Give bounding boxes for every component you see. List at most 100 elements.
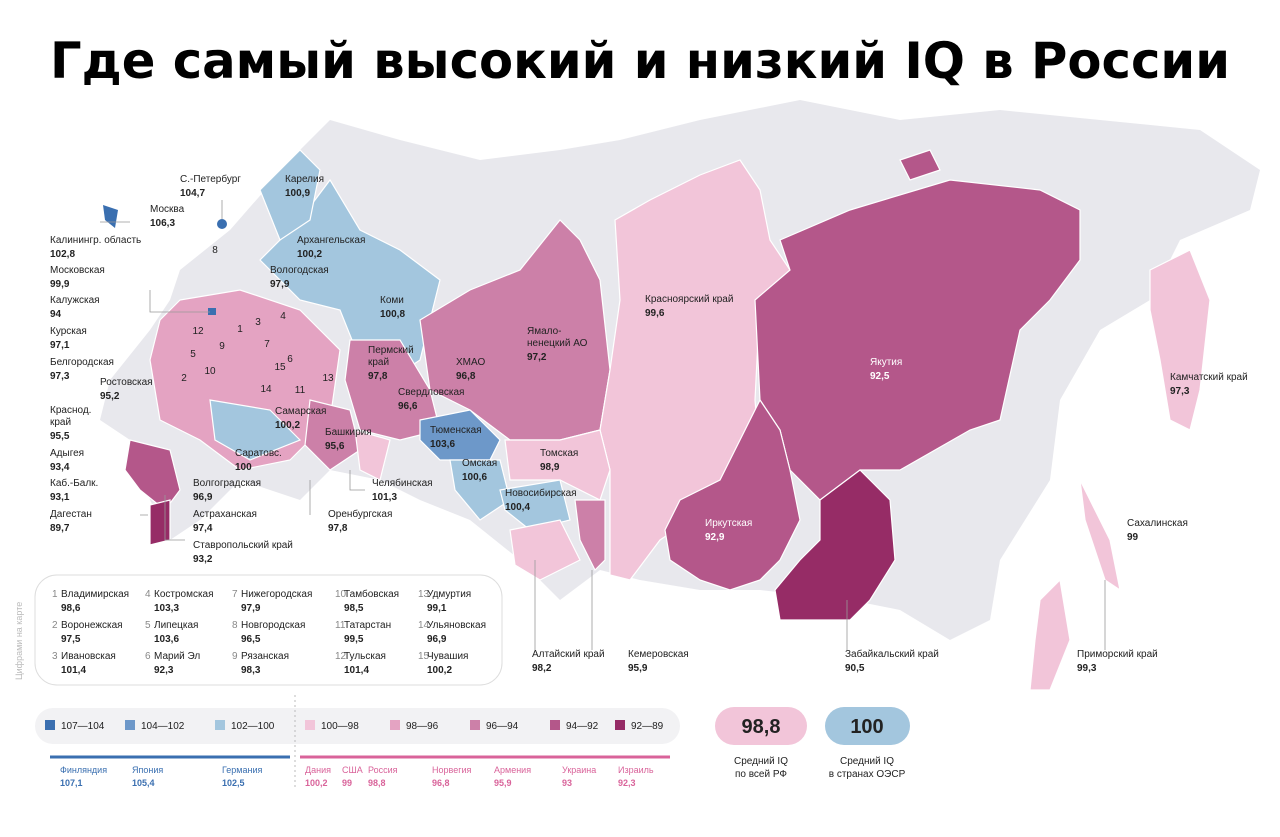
map-number: 2: [181, 373, 187, 384]
map: [100, 100, 1260, 691]
legend-label: 92—89: [631, 721, 664, 732]
item-value: 98,6: [61, 603, 81, 614]
legend-swatch: [470, 720, 480, 730]
item-value: 103,3: [154, 603, 179, 614]
map-number: 8: [212, 245, 218, 256]
legend-label: 96—94: [486, 721, 519, 732]
country-name: Украина: [562, 765, 596, 775]
item-name: Владимирская: [61, 589, 129, 600]
region-value: 97,2: [527, 352, 547, 363]
region-name: край: [368, 357, 389, 368]
region-name: Омская: [462, 458, 497, 469]
map-number: 9: [219, 341, 225, 352]
country-value: 96,8: [432, 778, 450, 788]
country-value: 100,2: [305, 778, 328, 788]
region-name: Коми: [380, 295, 404, 306]
region-name: Тюменская: [430, 425, 482, 436]
country-name: Дания: [305, 765, 331, 775]
item-name: Чувашия: [427, 651, 468, 662]
region-value: 93,2: [193, 554, 213, 565]
region-name: Вологодская: [270, 265, 329, 276]
region-value: 100,6: [462, 472, 487, 483]
legend-swatch: [45, 720, 55, 730]
region-name: Приморский край: [1077, 649, 1158, 660]
legend-label: 107—104: [61, 721, 105, 732]
map-number: 4: [280, 311, 286, 322]
item-num: 10: [335, 589, 347, 600]
region-name: Самарская: [275, 406, 326, 417]
region-name: Калинингр. область: [50, 234, 141, 246]
legend-bar: [35, 708, 680, 744]
country-value: 92,3: [618, 778, 636, 788]
region-value: 100: [235, 462, 252, 473]
numbered-box: [34, 574, 503, 686]
region-value: 95,5: [50, 431, 70, 442]
item-value: 103,6: [154, 634, 179, 645]
region-name: Сахалинская: [1127, 518, 1188, 529]
country-value: 107,1: [60, 778, 83, 788]
item-num: 14: [418, 620, 430, 631]
legend-label: 102—100: [231, 721, 275, 732]
map-number: 12: [192, 326, 204, 337]
region-value: 99,9: [50, 279, 70, 290]
map-number: 5: [190, 349, 196, 360]
numbered-note: Цифрами на карте: [14, 602, 24, 680]
region-name: Алтайский край: [532, 649, 605, 660]
country-value: 95,9: [494, 778, 512, 788]
region-value: 93,1: [50, 492, 70, 503]
region-value: 96,8: [456, 371, 476, 382]
item-name: Тульская: [344, 651, 386, 662]
region-value: 100,2: [297, 249, 322, 260]
region-name: Астраханская: [193, 509, 257, 520]
country-name: США: [342, 765, 363, 775]
region-value: 99: [1127, 532, 1139, 543]
region-name: Московская: [50, 265, 105, 276]
region-name: Адыгея: [50, 448, 84, 459]
region-value: 96,6: [398, 401, 418, 412]
item-num: 7: [232, 589, 238, 600]
region-name: Свердловская: [398, 387, 464, 398]
region-name: Камчатский край: [1170, 372, 1248, 383]
item-value: 96,5: [241, 634, 261, 645]
region-name: Томская: [540, 448, 578, 459]
region-name: С.-Петербург: [180, 173, 241, 185]
region-value: 97,8: [328, 523, 348, 534]
legend-swatch: [305, 720, 315, 730]
summary-label: Средний IQ: [734, 756, 788, 767]
region-value: 98,9: [540, 462, 560, 473]
region-name: Дагестан: [50, 509, 92, 520]
item-name: Рязанская: [241, 651, 289, 662]
region-name: Кемеровская: [628, 649, 689, 660]
region-name: Карелия: [285, 174, 324, 185]
region-name: Калужская: [50, 295, 100, 306]
map-number: 3: [255, 317, 261, 328]
item-num: 12: [335, 651, 347, 662]
item-num: 5: [145, 620, 151, 631]
map-number: 7: [264, 339, 270, 350]
item-num: 13: [418, 589, 430, 600]
item-num: 2: [52, 620, 58, 631]
region-name: Иркутская: [705, 518, 752, 529]
item-value: 97,9: [241, 603, 261, 614]
region-name: Красноярский край: [645, 294, 733, 305]
country-name: Россия: [368, 765, 398, 775]
legend-swatch: [125, 720, 135, 730]
region-name: Краснод.: [50, 405, 91, 416]
region-value: 97,9: [270, 279, 290, 290]
summary-label: в странах ОЭСР: [829, 769, 906, 780]
item-name: Костромская: [154, 589, 214, 600]
region-value: 99,3: [1077, 663, 1097, 674]
item-value: 96,9: [427, 634, 447, 645]
legend-swatch: [390, 720, 400, 730]
region-name: Челябинская: [372, 477, 433, 489]
map-number: 10: [204, 366, 216, 377]
country-value: 102,5: [222, 778, 245, 788]
region-value: 103,6: [430, 439, 455, 450]
summary-label: Средний IQ: [840, 756, 894, 767]
region-value: 100,4: [505, 502, 530, 513]
item-num: 6: [145, 651, 151, 662]
item-name: Нижегородская: [241, 589, 312, 600]
item-value: 101,4: [61, 665, 86, 676]
region-value: 102,8: [50, 249, 75, 260]
